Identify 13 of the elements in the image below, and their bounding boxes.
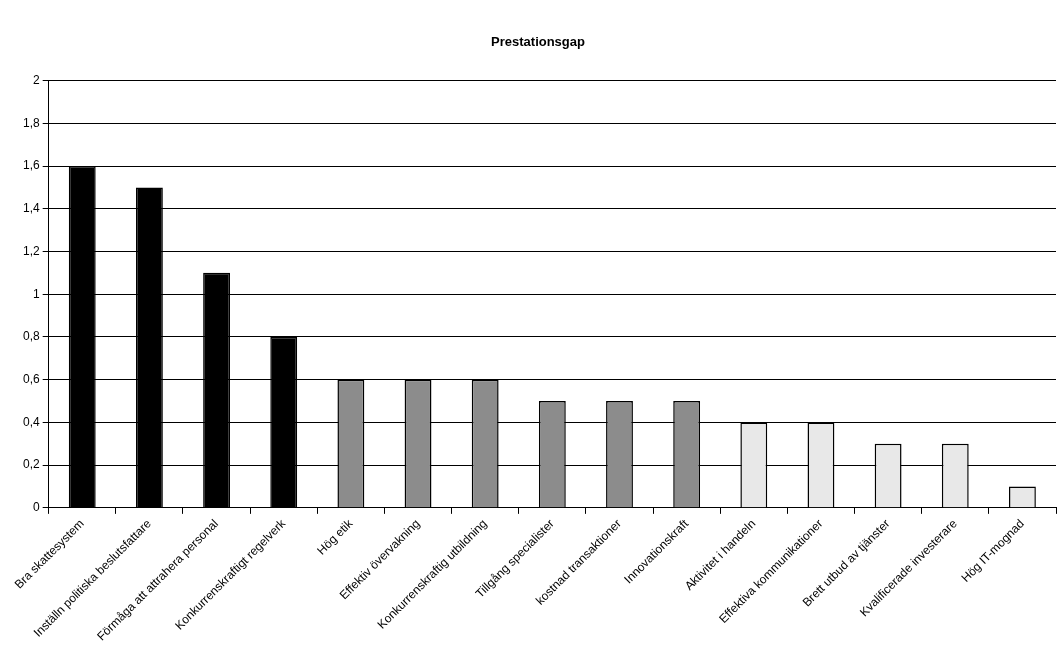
y-tick-label: 0,8 xyxy=(22,329,40,344)
y-tick-label: 1,8 xyxy=(22,115,40,130)
y-tick-label: 0 xyxy=(32,500,40,515)
y-tick-label: 1,4 xyxy=(22,201,40,216)
y-tick-label: 1,2 xyxy=(22,243,40,258)
y-tick-label: 0,4 xyxy=(22,414,40,429)
y-tick-label: 2 xyxy=(32,72,40,87)
x-tick-label: Hög etik xyxy=(314,515,357,558)
chart-title: Prestationsgap xyxy=(491,34,586,50)
y-tick-label: 1,6 xyxy=(22,158,40,173)
y-tick-label: 1 xyxy=(32,286,40,301)
y-tick-label: 0,6 xyxy=(22,371,40,386)
y-tick-label: 0,2 xyxy=(22,457,40,472)
